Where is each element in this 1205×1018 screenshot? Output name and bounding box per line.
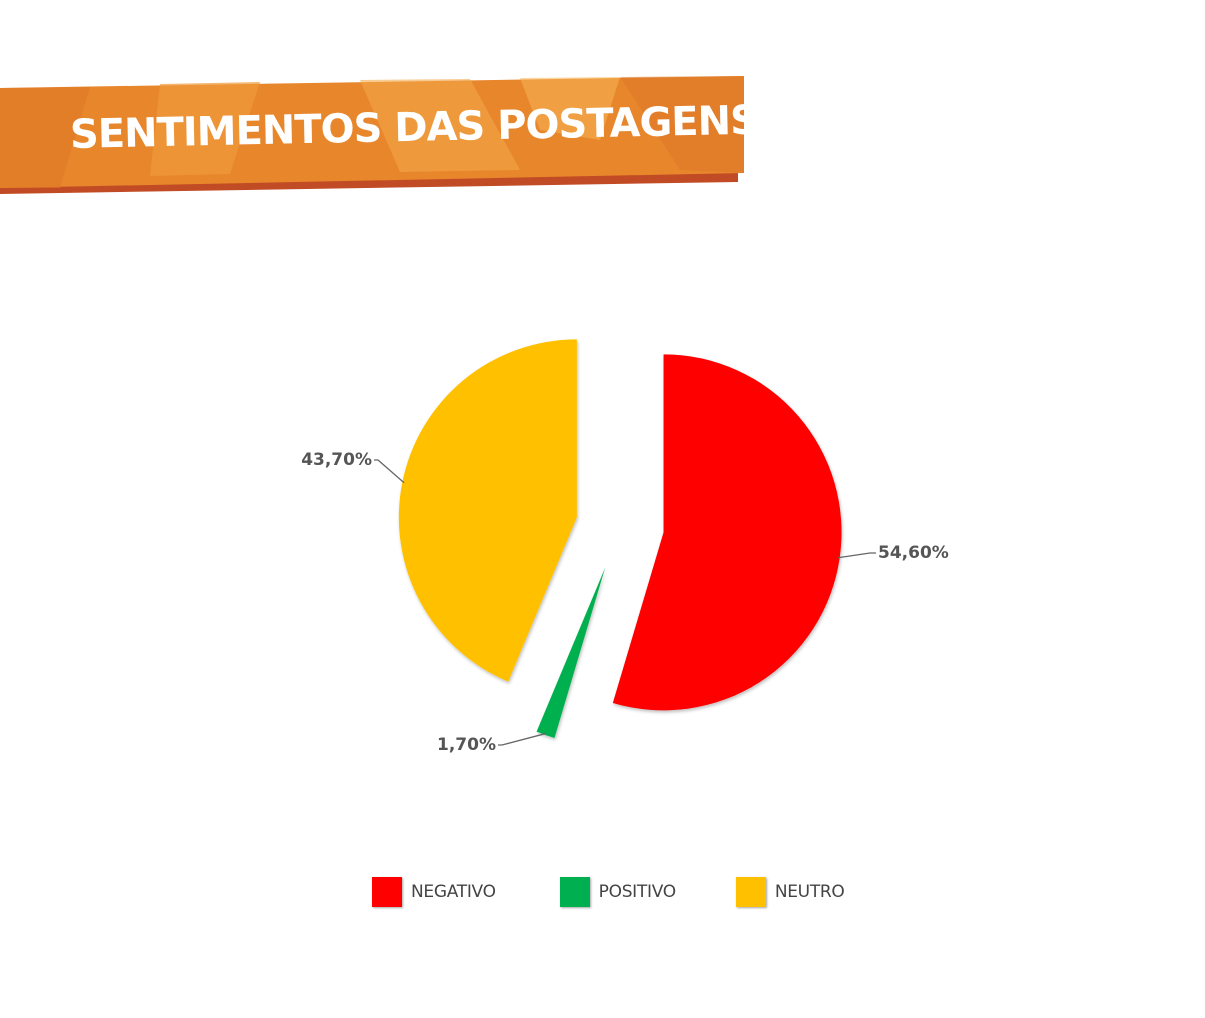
legend-item-negativo: NEGATIVO bbox=[372, 877, 496, 907]
pie-slice-neutro bbox=[398, 339, 577, 682]
leader-line-positivo bbox=[498, 732, 547, 746]
data-label-negativo: 54,60% bbox=[878, 543, 949, 563]
legend-label-positivo: POSITIVO bbox=[598, 882, 676, 902]
leader-line-neutro bbox=[374, 459, 405, 484]
banner-background bbox=[0, 76, 744, 194]
legend-swatch-neutro bbox=[735, 877, 766, 907]
data-label-positivo: 1,70% bbox=[437, 735, 496, 755]
pie-slice-positivo bbox=[536, 567, 606, 739]
legend-swatch-positivo bbox=[559, 877, 590, 907]
chart-legend: NEGATIVO POSITIVO NEUTRO bbox=[372, 874, 845, 910]
pie-slice-negativo bbox=[612, 354, 842, 711]
legend-item-positivo: POSITIVO bbox=[559, 877, 676, 907]
leader-line-negativo bbox=[837, 552, 876, 559]
legend-item-neutro: NEUTRO bbox=[735, 877, 845, 907]
data-label-neutro: 43,70% bbox=[301, 450, 372, 470]
title-banner: SENTIMENTOS DAS POSTAGENS bbox=[0, 70, 758, 200]
legend-label-negativo: NEGATIVO bbox=[411, 882, 496, 902]
legend-swatch-negativo bbox=[372, 877, 402, 907]
legend-label-neutro: NEUTRO bbox=[774, 882, 845, 902]
